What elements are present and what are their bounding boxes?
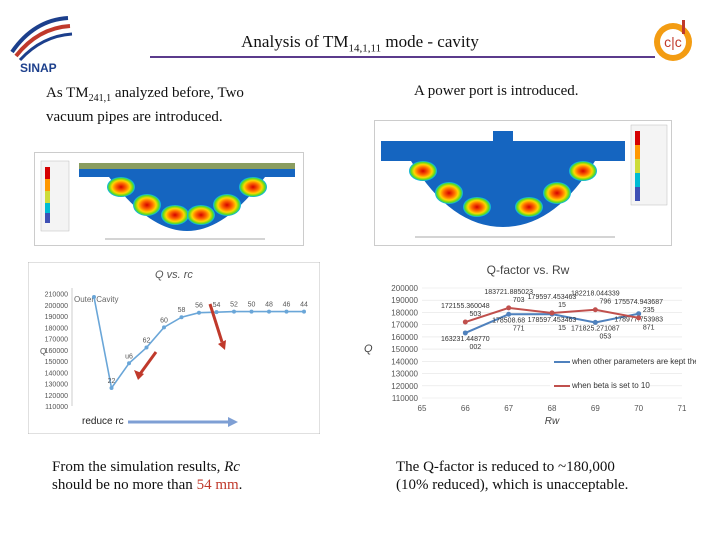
chart1-ylabel: Q: [40, 347, 46, 356]
logo-left-text: SINAP: [20, 61, 57, 74]
clc-logo: c|c: [654, 20, 692, 61]
chart1-ytick-7: 140000: [45, 370, 68, 377]
chart1-ytick-0: 210000: [45, 292, 68, 299]
chart1-point-12: [302, 309, 306, 314]
chart1-point-label-7: 54: [213, 302, 221, 309]
right-field-simulation: [374, 120, 672, 246]
chart2-xtick-1: 66: [461, 404, 470, 413]
chart1-point-8: [232, 309, 236, 314]
chart2-point-label-0-3: 171825.271087 053: [571, 325, 620, 340]
chart2-legend-label-0: when other parameters are kept the same: [571, 357, 696, 366]
chart2-xtick-3: 68: [548, 404, 557, 413]
chart2-ytick-1: 190000: [391, 296, 418, 305]
title-divider: [150, 56, 655, 58]
chart1-point-label-9: 50: [248, 302, 256, 309]
chart1-point-label-1: 22: [108, 378, 116, 385]
chart1-ytick-2: 190000: [45, 314, 68, 321]
chart2-xlabel: Rw: [545, 416, 560, 427]
chart1-point-7: [214, 310, 219, 315]
chart1-reduce-arrowhead: [228, 417, 238, 427]
chart2-ylabel: Q: [364, 343, 373, 355]
left-intro-text: As TM241,1 analyzed before, Two vacuum p…: [46, 85, 244, 125]
chart2-title: Q-factor vs. Rw: [487, 263, 570, 277]
chart1-ytick-10: 110000: [45, 404, 68, 411]
chart1-inset-label: Outer Cavity: [74, 295, 118, 304]
chart1-point-0: [92, 294, 96, 299]
chart1-point-9: [249, 309, 254, 314]
chart2-ytick-4: 160000: [391, 333, 418, 342]
chart2-point-1-1: [506, 305, 512, 311]
chart1-point-1: [109, 386, 114, 391]
chart2-ytick-9: 110000: [392, 394, 419, 403]
chart1-point-label-5: 58: [178, 307, 186, 314]
chart2-point-label-1-4: 175574.943687 235: [614, 299, 663, 314]
slide-title: Analysis of TM14,1,11 mode - cavity: [241, 32, 479, 55]
chart1-ytick-1: 200000: [45, 303, 68, 310]
chart1-ytick-3: 180000: [45, 325, 68, 332]
chart2-point-label-0-2: 178597.453463 15: [528, 317, 577, 332]
q-vs-rc-chart: Q vs. rc Outer Cavity Q 210000 200000 1900…: [28, 262, 320, 434]
chart1-point-11: [284, 309, 289, 314]
logo-right-text: c|c: [664, 34, 682, 50]
chart1-ytick-6: 150000: [45, 359, 68, 366]
chart1-arrowhead-lower: [134, 370, 144, 380]
chart2-point-label-1-2: 179597.453463 15: [528, 294, 577, 309]
chart2-point-label-0-0: 163231.448770 002: [441, 336, 490, 351]
chart1-point-label-6: 56: [195, 303, 203, 310]
chart2-point-1-4: [636, 315, 642, 321]
chart1-ytick-4: 170000: [45, 337, 68, 344]
chart1-arrow-upper: [208, 303, 224, 343]
chart2-point-0-1: [506, 311, 512, 317]
chart2-point-label-0-1: 178508.68 771: [492, 317, 525, 332]
chart2-ytick-2: 180000: [391, 308, 418, 317]
chart2-xtick-2: 67: [504, 404, 513, 413]
chart2-ytick-8: 120000: [391, 382, 418, 391]
chart2-point-label-1-0: 172155.360048 503: [441, 303, 490, 318]
chart1-point-10: [267, 309, 271, 314]
left-field-simulation: [34, 152, 304, 246]
chart1-point-label-8: 52: [230, 302, 238, 309]
chart2-ytick-5: 150000: [391, 345, 418, 354]
chart1-ytick-5: 160000: [45, 348, 68, 355]
chart2-ytick-0: 200000: [391, 284, 418, 293]
chart2-ytick-6: 140000: [391, 357, 418, 366]
chart1-ytick-9: 120000: [45, 393, 68, 400]
chart2-point-0-3: [592, 319, 598, 325]
chart2-xtick-5: 70: [634, 404, 643, 413]
chart1-point-label-12: 44: [300, 302, 308, 309]
chart1-title: Q vs. rc: [155, 269, 193, 281]
chart1-point-5: [179, 315, 184, 320]
chart2-legend-label-1: when beta is set to 10: [571, 381, 650, 390]
chart2-point-1-2: [549, 310, 555, 316]
chart1-point-label-10: 48: [265, 302, 273, 309]
chart2-point-0-0: [462, 330, 468, 336]
chart2-ytick-3: 170000: [391, 321, 418, 330]
chart2-point-1-0: [462, 319, 468, 325]
chart1-point-4: [162, 325, 166, 330]
chart2-point-label-1-3: 182218.044339 796: [571, 291, 620, 306]
chart2-ytick-7: 130000: [391, 370, 418, 379]
chart1-arrow-lower: [138, 351, 158, 375]
right-intro-text: A power port is introduced.: [414, 83, 579, 99]
chart1-point-6: [197, 310, 201, 315]
chart1-ytick-8: 130000: [45, 382, 68, 389]
chart1-reduce-label: reduce rc: [82, 416, 124, 427]
chart1-point-label-2: u6: [125, 353, 133, 360]
bottom-left-conclusion: From the simulation results, Rc should b…: [52, 459, 243, 493]
bottom-right-conclusion: The Q-factor is reduced to ~180,000 (10%…: [396, 459, 629, 493]
chart1-point-label-3: 62: [143, 338, 151, 345]
sinap-logo: SINAP: [10, 16, 73, 74]
chart1-point-label-4: 60: [160, 317, 168, 324]
chart2-point-1-3: [592, 307, 598, 313]
chart1-point-3: [144, 345, 149, 350]
chart1-arrowhead-upper: [218, 340, 226, 350]
chart2-xtick-6: 71: [678, 404, 687, 413]
chart2-point-0-4: [636, 311, 642, 317]
chart2-point-label-1-1: 183721.885023 703: [484, 289, 533, 304]
chart2-xtick-0: 65: [418, 404, 427, 413]
q-vs-rw-chart: Q-factor vs. Rw Q Rw 200000 190000 180000 1…: [356, 258, 696, 436]
chart1-point-label-11: 46: [283, 302, 291, 309]
chart1-point-2: [127, 361, 131, 366]
chart2-xtick-4: 69: [591, 404, 600, 413]
